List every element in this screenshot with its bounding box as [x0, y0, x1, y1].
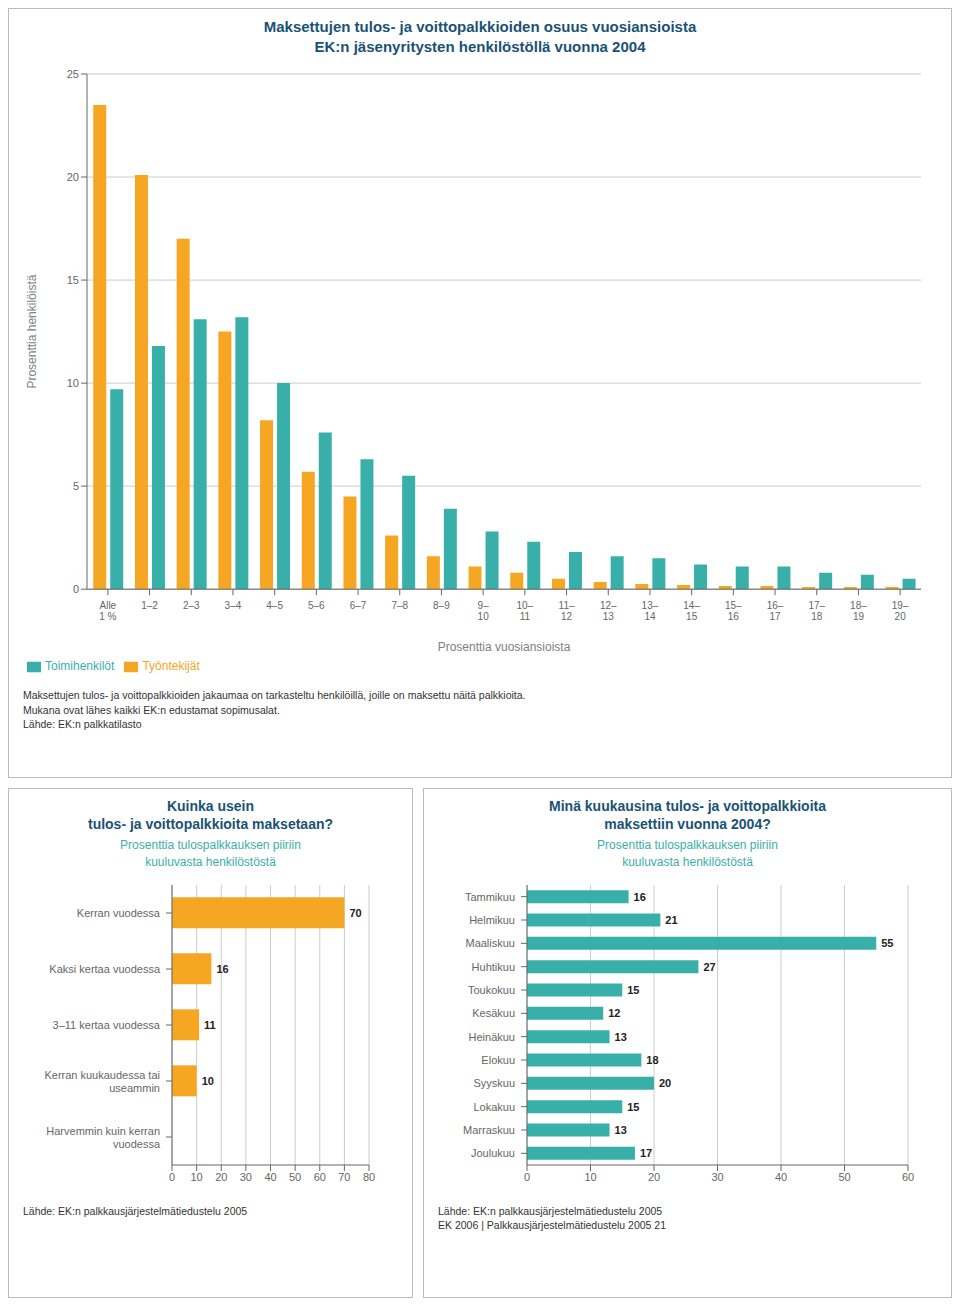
svg-text:30: 30 [711, 1171, 723, 1183]
svg-text:15: 15 [627, 984, 639, 996]
svg-text:Kaksi kertaa vuodessa: Kaksi kertaa vuodessa [49, 963, 161, 975]
svg-text:20: 20 [659, 1077, 671, 1089]
svg-text:13: 13 [615, 1030, 627, 1042]
svg-text:10: 10 [67, 377, 79, 389]
svg-text:80: 80 [363, 1171, 375, 1183]
html-text:Lähde: EK:n palkkausjärjestelm: Lähde: EK:n palkkausjärjestelmätiedustel… [438, 1204, 663, 1217]
html-text:Maksettujen tulos- ja voittopa: Maksettujen tulos- ja voittopalkkioiden … [23, 689, 526, 701]
svg-text:70: 70 [349, 906, 361, 918]
svg-text:Alle1 %: Alle1 % [99, 600, 116, 622]
svg-text:20: 20 [215, 1171, 227, 1183]
svg-text:Huhtikuu: Huhtikuu [472, 960, 515, 972]
svg-text:16–17: 16–17 [767, 600, 784, 622]
svg-text:Lokakuu: Lokakuu [473, 1100, 515, 1112]
svg-text:Prosenttia henkilöistä: Prosenttia henkilöistä [25, 274, 39, 388]
svg-text:Kerran kuukaudessa taiuseammin: Kerran kuukaudessa taiuseammin [44, 1068, 160, 1093]
html-text:Maksettujen tulos- ja voittopa: Maksettujen tulos- ja voittopalkkioiden … [263, 18, 697, 35]
svg-text:Tammikuu: Tammikuu [465, 890, 515, 902]
svg-text:Kesäkuu: Kesäkuu [472, 1007, 515, 1019]
svg-text:9–10: 9–10 [478, 600, 490, 622]
svg-text:13–14: 13–14 [642, 600, 659, 622]
svg-text:0: 0 [169, 1171, 175, 1183]
html-text:EK:n jäsenyritysten henkilöstö: EK:n jäsenyritysten henkilöstöllä vuonna… [314, 37, 646, 55]
html-text:kuuluvasta henkilöstöstä: kuuluvasta henkilöstöstä [145, 854, 276, 869]
svg-text:17: 17 [640, 1147, 652, 1159]
svg-text:Maaliskuu: Maaliskuu [465, 937, 515, 949]
svg-text:3–11 kertaa vuodessa: 3–11 kertaa vuodessa [53, 1019, 161, 1031]
svg-text:Helmikuu: Helmikuu [469, 914, 515, 926]
svg-text:Harvemmin kuin kerranvuodessa: Harvemmin kuin kerranvuodessa [46, 1124, 161, 1149]
svg-text:15: 15 [67, 274, 79, 286]
svg-text:11: 11 [204, 1018, 216, 1030]
svg-text:10: 10 [202, 1074, 214, 1086]
svg-text:18–19: 18–19 [850, 600, 867, 622]
svg-text:60: 60 [314, 1171, 326, 1183]
svg-text:6–7: 6–7 [350, 600, 367, 611]
svg-text:5: 5 [73, 480, 79, 492]
html-text:Prosenttia tulospalkkauksen pi: Prosenttia tulospalkkauksen piiriin [597, 838, 778, 853]
svg-text:27: 27 [703, 960, 715, 972]
svg-text:Kerran vuodessa: Kerran vuodessa [77, 907, 161, 919]
html-text:Lähde: EK:n palkkausjärjestelm: Lähde: EK:n palkkausjärjestelmätiedustel… [23, 1204, 248, 1217]
svg-text:12: 12 [608, 1007, 620, 1019]
svg-text:21: 21 [665, 914, 677, 926]
svg-text:2–3: 2–3 [183, 600, 200, 611]
svg-text:Heinäkuu: Heinäkuu [469, 1030, 515, 1042]
svg-text:50: 50 [289, 1171, 301, 1183]
svg-text:30: 30 [240, 1171, 252, 1183]
svg-text:10: 10 [584, 1171, 596, 1183]
svg-text:0: 0 [524, 1171, 530, 1183]
svg-text:10: 10 [191, 1171, 203, 1183]
svg-text:15–16: 15–16 [725, 600, 742, 622]
svg-text:1–2: 1–2 [141, 600, 158, 611]
html-text:EK 2006 | Palkkausjärjestelmät: EK 2006 | Palkkausjärjestelmätiedustelu … [438, 1219, 666, 1232]
svg-text:25: 25 [67, 68, 79, 80]
html-text:Työntekijät: Työntekijät [142, 659, 200, 674]
svg-text:8–9: 8–9 [433, 600, 450, 611]
html-text:kuuluvasta henkilöstöstä: kuuluvasta henkilöstöstä [622, 854, 753, 869]
svg-text:20: 20 [648, 1171, 660, 1183]
svg-text:15: 15 [627, 1100, 639, 1112]
svg-text:50: 50 [838, 1171, 850, 1183]
html-text:Toimihenkilöt: Toimihenkilöt [45, 659, 115, 674]
svg-text:Syyskuu: Syyskuu [473, 1077, 515, 1089]
svg-text:10–11: 10–11 [517, 600, 534, 622]
html-text:Mukana ovat lähes kaikki EK:n: Mukana ovat lähes kaikki EK:n edustamat … [23, 703, 280, 716]
svg-text:Joulukuu: Joulukuu [471, 1147, 515, 1159]
svg-text:16: 16 [634, 890, 646, 902]
svg-text:60: 60 [902, 1171, 914, 1183]
svg-text:17–18: 17–18 [808, 600, 825, 622]
svg-text:Marraskuu: Marraskuu [463, 1124, 515, 1136]
svg-text:Toukokuu: Toukokuu [468, 984, 515, 996]
svg-text:Elokuu: Elokuu [481, 1054, 515, 1066]
svg-text:55: 55 [881, 937, 893, 949]
svg-text:11–12: 11–12 [559, 600, 575, 622]
html-text:Prosenttia tulospalkkauksen pi: Prosenttia tulospalkkauksen piiriin [120, 838, 301, 853]
svg-text:18: 18 [646, 1054, 658, 1066]
html-text:maksettiin vuonna 2004?: maksettiin vuonna 2004? [604, 816, 771, 833]
html-text:Lähde: EK:n palkkatilasto: Lähde: EK:n palkkatilasto [23, 718, 142, 731]
svg-text:40: 40 [775, 1171, 787, 1183]
svg-text:5–6: 5–6 [308, 600, 325, 611]
svg-text:40: 40 [264, 1171, 276, 1183]
svg-text:16: 16 [216, 962, 228, 974]
svg-text:13: 13 [615, 1124, 627, 1136]
svg-text:4–5: 4–5 [266, 600, 283, 611]
svg-text:20: 20 [67, 171, 79, 183]
svg-text:19–20: 19–20 [892, 600, 909, 622]
html-text:tulos- ja voittopalkkioita mak: tulos- ja voittopalkkioita maksetaan? [88, 816, 333, 833]
svg-text:70: 70 [338, 1171, 350, 1183]
svg-text:14–15: 14–15 [683, 600, 700, 622]
svg-text:12–13: 12–13 [600, 600, 617, 622]
svg-text:7–8: 7–8 [391, 600, 408, 611]
html-text:Kuinka usein: Kuinka usein [166, 798, 255, 814]
html-text:Minä kuukausina tulos- ja voit: Minä kuukausina tulos- ja voittopalkkioi… [549, 798, 826, 814]
svg-text:Prosenttia vuosiansioista: Prosenttia vuosiansioista [438, 640, 571, 654]
svg-text:0: 0 [73, 583, 79, 595]
svg-text:3–4: 3–4 [225, 600, 242, 611]
